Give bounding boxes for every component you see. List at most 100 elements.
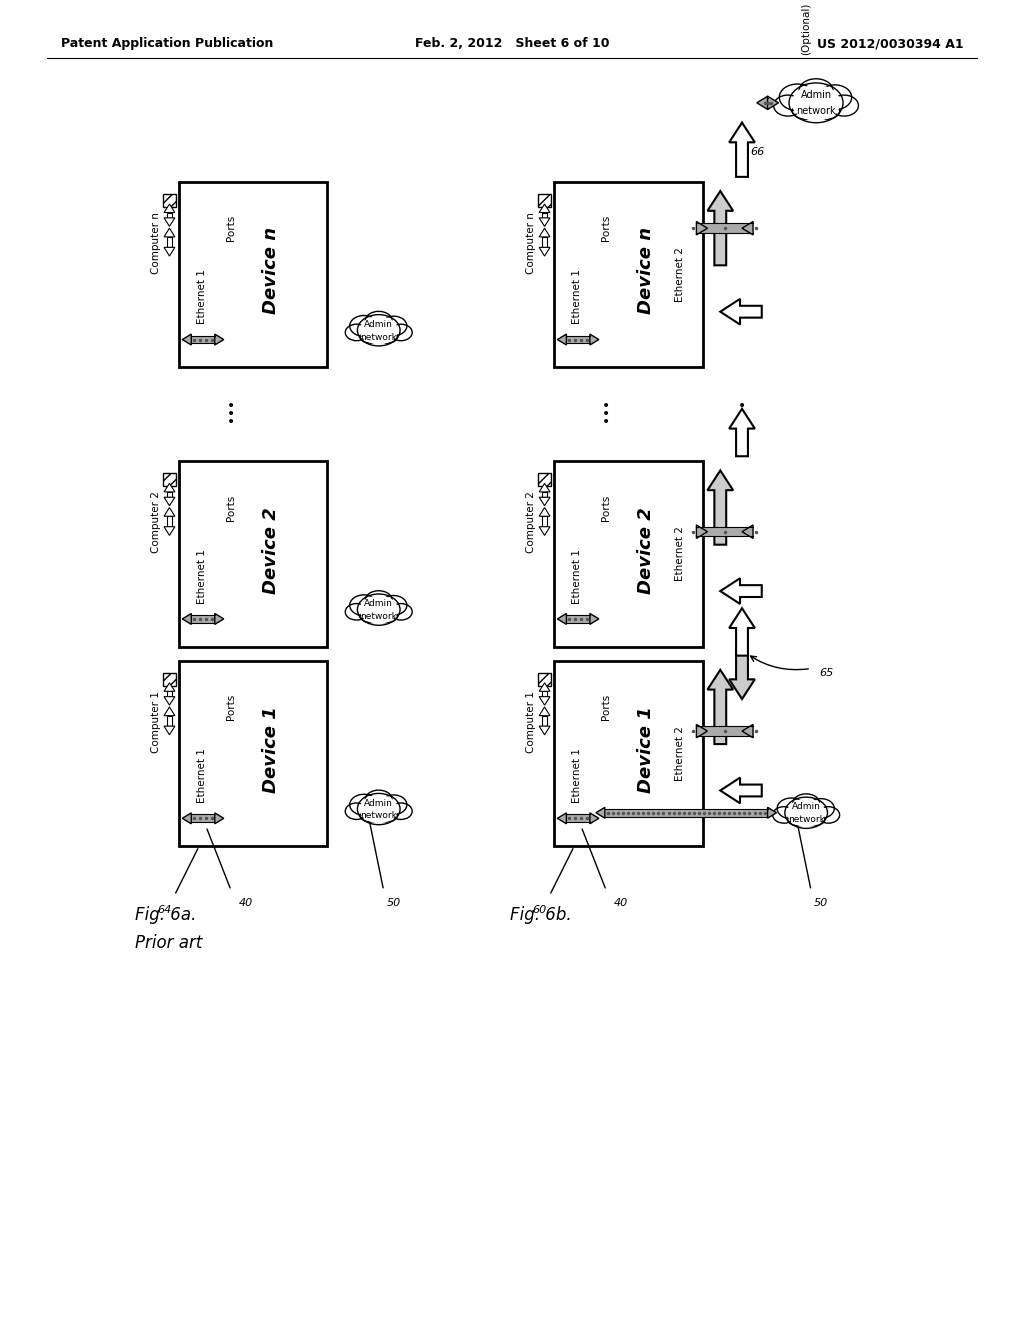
- Ellipse shape: [803, 813, 824, 826]
- Ellipse shape: [792, 84, 841, 121]
- Text: Ethernet 2: Ethernet 2: [675, 726, 685, 781]
- Text: •: •: [738, 416, 746, 429]
- Text: Admin: Admin: [365, 319, 393, 329]
- Polygon shape: [164, 205, 175, 213]
- Bar: [542, 213, 547, 218]
- Ellipse shape: [357, 793, 400, 825]
- Text: Ports: Ports: [601, 215, 611, 242]
- Polygon shape: [767, 96, 778, 110]
- Text: US 2012/0030394 A1: US 2012/0030394 A1: [817, 37, 965, 50]
- Ellipse shape: [811, 103, 840, 119]
- Text: Ports: Ports: [601, 694, 611, 721]
- Polygon shape: [590, 334, 599, 345]
- Polygon shape: [729, 409, 755, 457]
- Ellipse shape: [375, 330, 397, 343]
- Text: network: network: [797, 106, 836, 116]
- Bar: [696, 726, 753, 735]
- Text: •: •: [602, 408, 610, 421]
- Ellipse shape: [787, 813, 810, 826]
- Polygon shape: [540, 228, 550, 236]
- Ellipse shape: [793, 103, 821, 119]
- Text: Ethernet 2: Ethernet 2: [675, 247, 685, 302]
- Bar: [191, 335, 215, 343]
- Polygon shape: [590, 813, 599, 824]
- Text: •: •: [738, 400, 746, 413]
- Text: (Optional): (Optional): [801, 3, 811, 55]
- Text: 40: 40: [614, 899, 628, 908]
- Polygon shape: [540, 483, 550, 492]
- Ellipse shape: [345, 803, 368, 820]
- Ellipse shape: [366, 591, 392, 609]
- Polygon shape: [540, 218, 550, 226]
- Text: Computer 1: Computer 1: [151, 690, 161, 752]
- Polygon shape: [164, 708, 175, 715]
- Text: network: network: [360, 333, 397, 342]
- Polygon shape: [708, 669, 733, 744]
- Text: Ethernet 1: Ethernet 1: [197, 748, 207, 803]
- Polygon shape: [742, 725, 753, 738]
- Text: •: •: [227, 416, 236, 429]
- Ellipse shape: [808, 799, 835, 818]
- Bar: [179, 461, 328, 647]
- Text: •: •: [738, 408, 746, 421]
- Polygon shape: [164, 682, 175, 692]
- Polygon shape: [540, 508, 550, 516]
- Text: Ethernet 1: Ethernet 1: [571, 748, 582, 803]
- Bar: [542, 692, 547, 697]
- Polygon shape: [757, 96, 768, 110]
- Polygon shape: [596, 808, 605, 818]
- Polygon shape: [742, 222, 753, 235]
- Ellipse shape: [829, 95, 858, 116]
- Ellipse shape: [380, 317, 407, 335]
- Text: Admin: Admin: [792, 803, 820, 812]
- Text: network: network: [360, 812, 397, 821]
- Bar: [179, 660, 328, 846]
- Polygon shape: [164, 247, 175, 256]
- Text: Ports: Ports: [226, 694, 237, 721]
- Text: 60: 60: [532, 906, 547, 915]
- Text: Device 2: Device 2: [637, 507, 655, 594]
- Bar: [167, 236, 172, 247]
- Text: 66: 66: [750, 148, 764, 157]
- Text: Device 1: Device 1: [637, 706, 655, 793]
- Polygon shape: [540, 726, 550, 735]
- Polygon shape: [164, 527, 175, 536]
- Text: Patent Application Publication: Patent Application Publication: [60, 37, 273, 50]
- Ellipse shape: [380, 795, 407, 814]
- Text: Computer n: Computer n: [151, 213, 161, 275]
- Polygon shape: [696, 525, 708, 539]
- Text: Prior art: Prior art: [135, 935, 203, 952]
- Ellipse shape: [817, 807, 840, 824]
- Bar: [566, 814, 590, 822]
- Text: •: •: [227, 400, 236, 413]
- Polygon shape: [557, 614, 566, 624]
- Ellipse shape: [350, 315, 378, 337]
- Ellipse shape: [360, 809, 383, 822]
- Bar: [542, 492, 547, 498]
- Text: Ports: Ports: [226, 215, 237, 242]
- Polygon shape: [164, 483, 175, 492]
- Polygon shape: [164, 498, 175, 506]
- Ellipse shape: [390, 325, 413, 341]
- Ellipse shape: [777, 799, 806, 818]
- Polygon shape: [215, 614, 224, 624]
- Bar: [163, 673, 176, 685]
- Ellipse shape: [350, 795, 378, 816]
- Bar: [566, 335, 590, 343]
- Text: Computer 2: Computer 2: [525, 491, 536, 553]
- Ellipse shape: [799, 79, 833, 102]
- Ellipse shape: [793, 793, 819, 812]
- Ellipse shape: [786, 799, 825, 826]
- Ellipse shape: [366, 791, 392, 808]
- Polygon shape: [164, 508, 175, 516]
- Polygon shape: [768, 808, 776, 818]
- Ellipse shape: [350, 595, 378, 615]
- Text: 40: 40: [239, 899, 253, 908]
- Ellipse shape: [359, 595, 398, 624]
- Ellipse shape: [390, 603, 413, 620]
- Ellipse shape: [784, 797, 827, 829]
- Text: Fig. 6a.: Fig. 6a.: [135, 907, 197, 924]
- Polygon shape: [182, 614, 191, 624]
- Text: Admin: Admin: [365, 599, 393, 609]
- Ellipse shape: [359, 317, 398, 345]
